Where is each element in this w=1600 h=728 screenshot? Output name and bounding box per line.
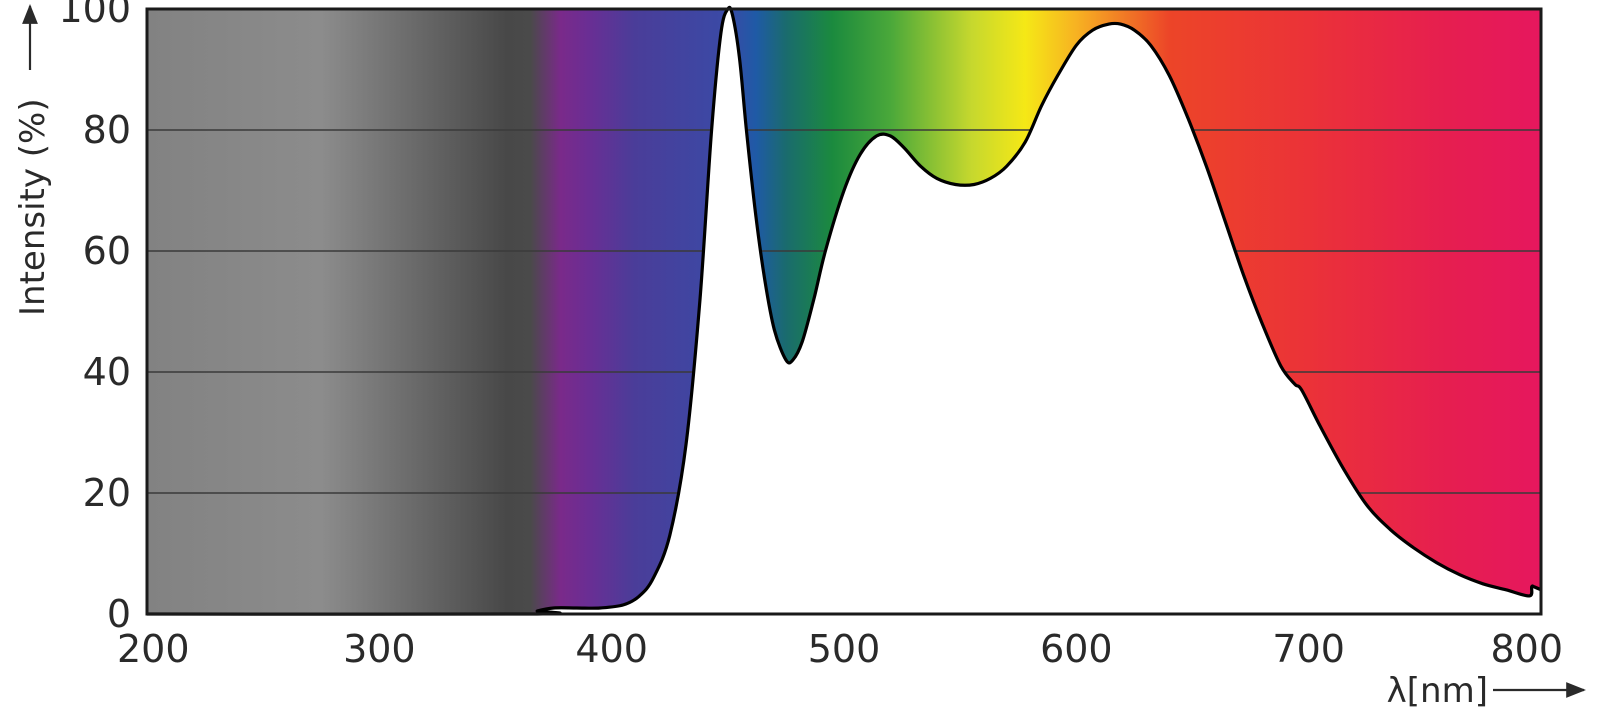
x-tick-label: 200 <box>117 627 190 671</box>
intensity-area <box>147 7 1541 615</box>
x-tick-labels: 200 300 400 500 600 700 800 <box>117 627 1563 671</box>
x-tick-label: 300 <box>343 627 416 671</box>
x-tick-label: 800 <box>1490 627 1563 671</box>
y-tick-labels: 0 20 40 60 80 100 <box>58 0 131 636</box>
y-tick-label: 60 <box>83 229 131 273</box>
x-tick-label: 600 <box>1040 627 1113 671</box>
x-tick-label: 400 <box>575 627 648 671</box>
y-tick-label: 0 <box>107 592 131 636</box>
plot-frame <box>145 7 1543 616</box>
y-tick-label: 20 <box>83 471 131 515</box>
x-tick-label: 500 <box>808 627 881 671</box>
y-axis-title: Intensity (%) <box>13 98 53 316</box>
x-tick-label: 700 <box>1272 627 1345 671</box>
x-axis-title: λ[nm] <box>1387 671 1488 711</box>
y-tick-label: 100 <box>58 0 131 31</box>
y-tick-label: 80 <box>83 108 131 152</box>
y-tick-label: 40 <box>83 350 131 394</box>
intensity-curve <box>146 5 1542 616</box>
